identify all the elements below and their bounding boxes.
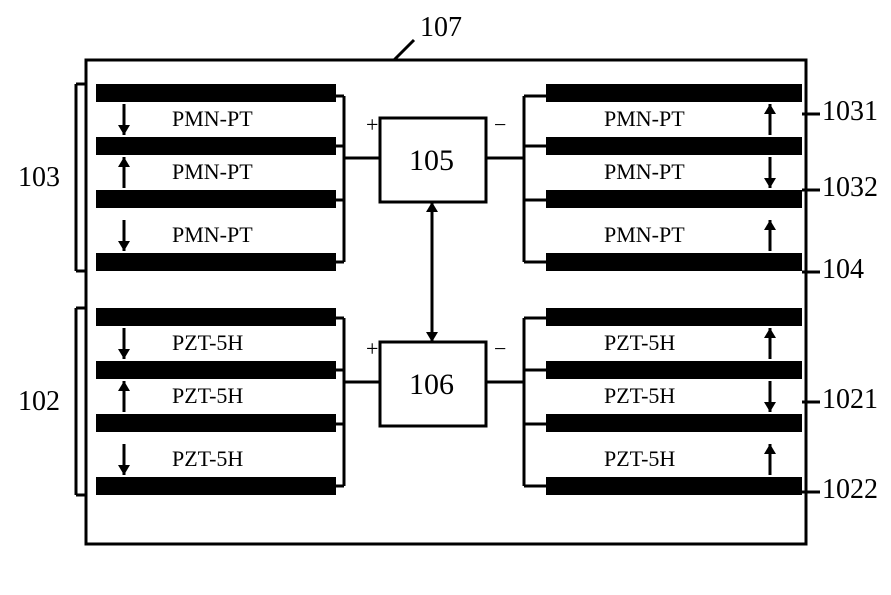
svg-text:−: − — [494, 112, 506, 137]
svg-text:−: − — [494, 336, 506, 361]
svg-text:PMN-PT: PMN-PT — [604, 222, 685, 247]
svg-text:PZT-5H: PZT-5H — [172, 330, 243, 355]
svg-text:PMN-PT: PMN-PT — [172, 159, 253, 184]
svg-text:PZT-5H: PZT-5H — [172, 446, 243, 471]
svg-text:PMN-PT: PMN-PT — [604, 159, 685, 184]
svg-text:107: 107 — [420, 12, 462, 43]
svg-text:1031: 1031 — [822, 96, 878, 127]
svg-text:PZT-5H: PZT-5H — [172, 383, 243, 408]
svg-text:PZT-5H: PZT-5H — [604, 446, 675, 471]
svg-text:106: 106 — [409, 368, 454, 401]
svg-text:1022: 1022 — [822, 474, 878, 505]
svg-text:PZT-5H: PZT-5H — [604, 330, 675, 355]
svg-text:104: 104 — [822, 254, 864, 285]
svg-text:PZT-5H: PZT-5H — [604, 383, 675, 408]
svg-text:+: + — [366, 336, 378, 361]
svg-text:1032: 1032 — [822, 172, 878, 203]
svg-text:102: 102 — [18, 386, 60, 417]
svg-text:105: 105 — [409, 144, 454, 177]
svg-text:+: + — [366, 112, 378, 137]
diagram-canvas: 107 PMN-PT PMN-PT PMN-PT PMN-PT PMN-PT PMN-PT P… — [0, 0, 891, 595]
svg-text:PMN-PT: PMN-PT — [172, 222, 253, 247]
svg-text:1021: 1021 — [822, 384, 878, 415]
svg-text:103: 103 — [18, 162, 60, 193]
svg-text:PMN-PT: PMN-PT — [172, 106, 253, 131]
svg-text:PMN-PT: PMN-PT — [604, 106, 685, 131]
